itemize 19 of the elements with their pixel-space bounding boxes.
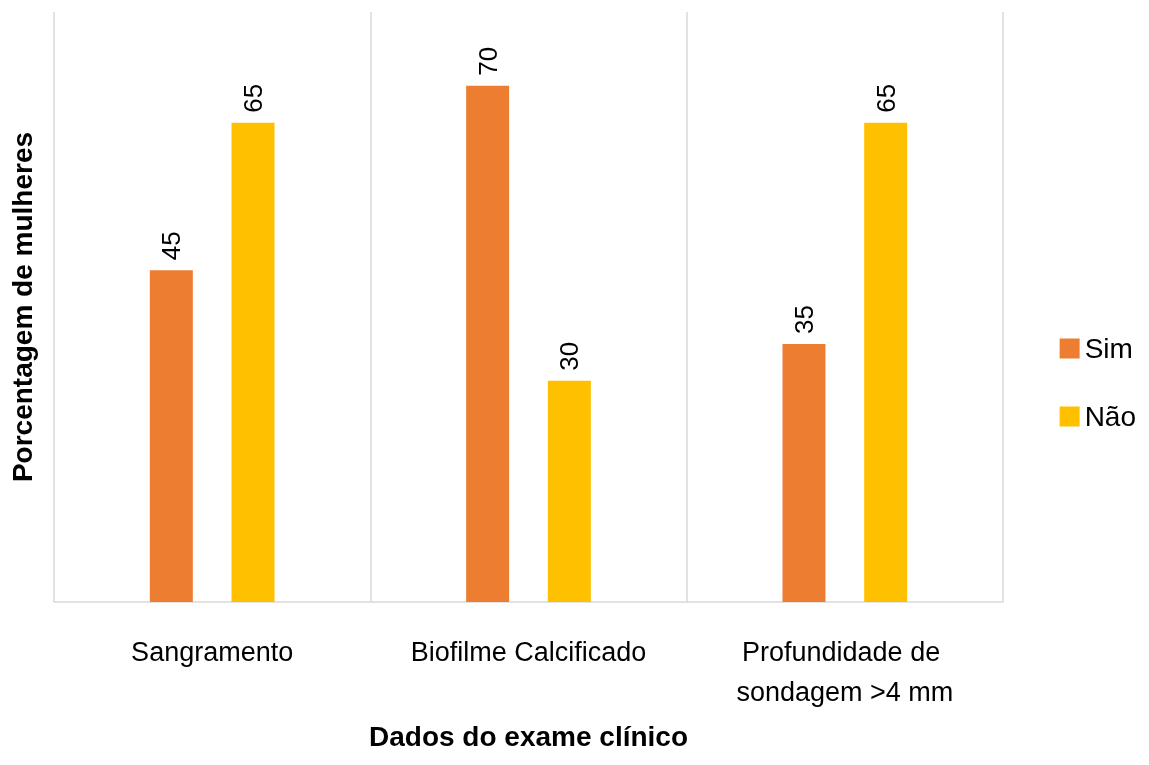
data-label: 45: [156, 231, 187, 261]
bar: [231, 122, 275, 602]
x-axis-title: Dados do exame clínico: [369, 720, 688, 752]
data-label: 65: [238, 83, 269, 113]
data-label: 30: [554, 341, 585, 371]
bar: [466, 85, 510, 602]
data-label: 35: [788, 304, 819, 334]
bar: [149, 270, 193, 602]
legend-label: Não: [1084, 401, 1137, 432]
data-label: 65: [870, 83, 901, 113]
x-tick-label: Sangramento: [131, 637, 294, 667]
bar: [864, 122, 908, 602]
bar: [547, 380, 591, 602]
bar: [782, 343, 826, 602]
legend-label: Sim: [1084, 333, 1133, 364]
x-tick-label: Profundidade de sondagem >4 mm: [736, 637, 954, 707]
y-axis-title: Porcentagem de mulheres: [6, 131, 38, 483]
x-tick-label: Biofilme Calcificado: [410, 637, 647, 667]
data-label: 70: [472, 46, 503, 76]
